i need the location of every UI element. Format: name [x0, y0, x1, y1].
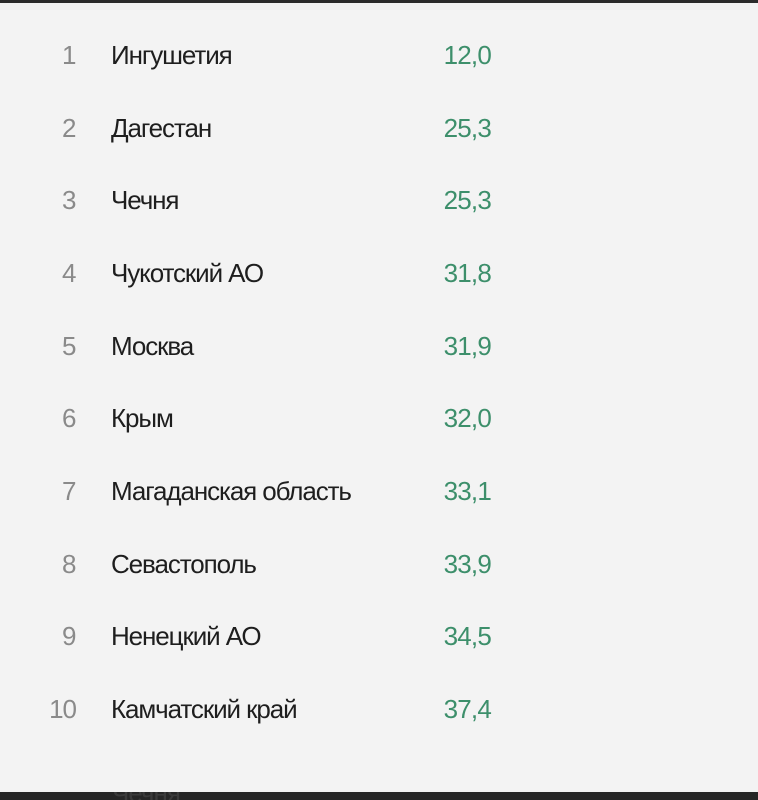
region-name: Ненецкий АО — [111, 621, 262, 651]
ranking-row: 6 Крым 32,0 — [0, 398, 758, 438]
ranking-row: 1 Ингушетия 12,0 — [0, 35, 758, 75]
rank-number: 6 — [62, 403, 76, 433]
ranking-row: 7 Магаданская область 33,1 — [0, 471, 758, 511]
region-name: Ингушетия — [111, 40, 233, 70]
region-name: Чукотский АО — [111, 258, 264, 288]
rank-number: 9 — [62, 621, 76, 651]
top-frame-strip — [0, 0, 758, 3]
ranking-row: 3 Чечня 25,3 — [0, 180, 758, 220]
rank-number: 3 — [62, 185, 76, 215]
region-name: Севастополь — [111, 549, 257, 579]
bottom-frame-strip: Чечня — [0, 792, 758, 800]
rank-number: 5 — [62, 331, 76, 361]
rank-number: 1 — [62, 40, 76, 70]
region-value: 12,0 — [443, 40, 492, 70]
ranking-row: 4 Чукотский АО 31,8 — [0, 253, 758, 293]
region-name: Чечня — [111, 185, 180, 215]
region-value: 37,4 — [443, 694, 492, 724]
region-value: 32,0 — [443, 403, 492, 433]
region-value: 33,9 — [443, 549, 492, 579]
region-value: 31,8 — [443, 258, 492, 288]
region-value: 31,9 — [443, 331, 492, 361]
region-value: 25,3 — [443, 185, 492, 215]
rank-number: 4 — [62, 258, 76, 288]
ranking-row: 8 Севастополь 33,9 — [0, 544, 758, 584]
ranking-row: 10 Камчатский край 37,4 — [0, 689, 758, 729]
region-value: 34,5 — [443, 621, 492, 651]
region-value: 33,1 — [443, 476, 492, 506]
ranking-row: 2 Дагестан 25,3 — [0, 108, 758, 148]
ranking-panel: 1 Ингушетия 12,0 2 Дагестан 25,3 3 Чечня… — [0, 3, 758, 792]
ranking-row: 9 Ненецкий АО 34,5 — [0, 616, 758, 656]
region-name: Дагестан — [111, 113, 212, 143]
ranking-row: 5 Москва 31,9 — [0, 326, 758, 366]
rank-number: 8 — [62, 549, 76, 579]
region-value: 25,3 — [443, 113, 492, 143]
rank-number: 2 — [62, 113, 76, 143]
region-name: Крым — [111, 403, 174, 433]
rank-number: 7 — [62, 476, 76, 506]
rank-number: 10 — [49, 694, 77, 724]
cut-off-row-text: Чечня — [112, 792, 181, 800]
region-name: Магаданская область — [111, 476, 352, 506]
region-name: Камчатский край — [111, 694, 298, 724]
region-name: Москва — [111, 331, 194, 361]
